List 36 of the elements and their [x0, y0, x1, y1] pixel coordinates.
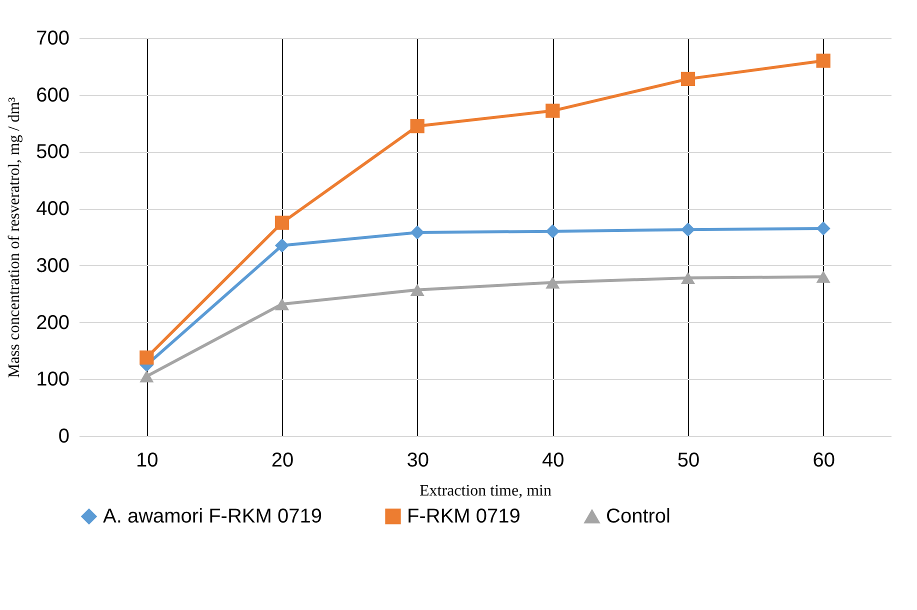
x-tick-label: 50 [677, 450, 700, 472]
x-tick-label: 20 [271, 450, 294, 472]
point [274, 298, 290, 310]
point [410, 225, 424, 240]
y-tick-label: 500 [36, 141, 70, 164]
point [680, 222, 696, 237]
x-tick-label: 30 [406, 450, 429, 472]
point [816, 221, 830, 236]
point [140, 370, 154, 382]
y-axis-title: Mass concentration of resveratrol, mg / dm³ [6, 96, 24, 378]
y-tick-label: 400 [36, 198, 70, 220]
legend-label: A. awamori F-RKM 0719 [103, 505, 322, 528]
point [140, 350, 154, 365]
x-tick-label: 40 [542, 450, 564, 472]
x-tick-label: 60 [812, 450, 835, 472]
point [680, 72, 696, 86]
legend-label: Control [606, 506, 670, 528]
y-tick-label: 0 [58, 426, 70, 448]
y-tick-label: 600 [36, 84, 70, 106]
y-tick-label: 100 [36, 368, 70, 391]
point [410, 119, 424, 134]
point [816, 270, 830, 283]
x-tick-label: 10 [136, 450, 158, 472]
y-tick-label: 300 [36, 254, 70, 277]
point [816, 54, 830, 68]
point [680, 272, 696, 284]
point [410, 284, 424, 296]
x-axis-title: Extraction time, min [420, 482, 552, 500]
point [274, 238, 290, 253]
point [546, 224, 560, 238]
y-tick-label: 700 [36, 28, 70, 50]
point [274, 216, 290, 230]
legend-label: F-RKM 0719 [407, 505, 520, 528]
point [546, 104, 560, 118]
point [546, 276, 560, 289]
y-tick-label: 200 [36, 312, 70, 334]
